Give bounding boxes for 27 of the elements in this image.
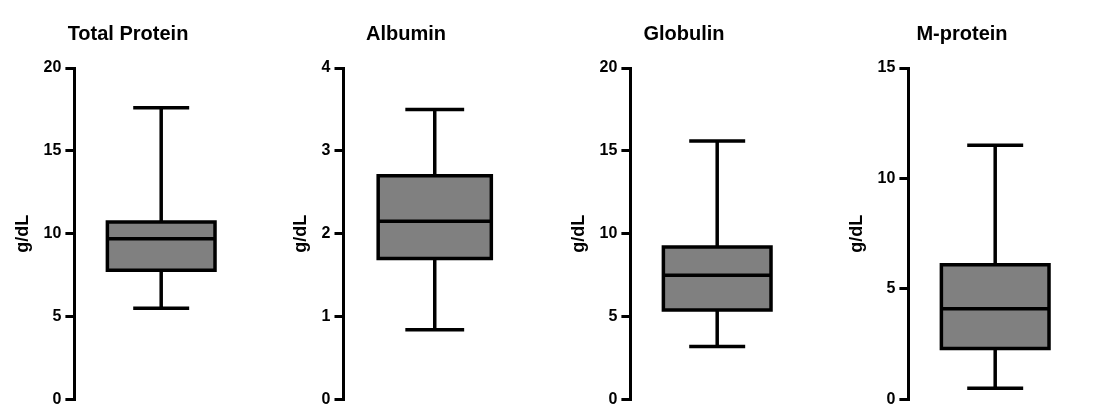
y-tick-label: 15 xyxy=(877,58,896,76)
y-axis-title: g/dL xyxy=(845,214,866,253)
y-tick-label: 0 xyxy=(321,389,331,407)
y-axis-title: g/dL xyxy=(11,214,32,253)
y-tick-label: 20 xyxy=(43,58,62,76)
y-tick-label: 5 xyxy=(52,306,62,324)
y-tick-label: 0 xyxy=(608,389,618,407)
y-tick-label: 20 xyxy=(599,58,618,76)
y-tick-label: 2 xyxy=(321,224,331,242)
y-tick-label: 15 xyxy=(43,141,62,159)
chart-title: Albumin xyxy=(366,21,446,44)
y-tick-label: 5 xyxy=(886,279,896,297)
y-tick-label: 15 xyxy=(599,141,618,159)
y-axis-title: g/dL xyxy=(289,214,310,253)
y-tick-label: 10 xyxy=(599,224,618,242)
y-tick-label: 3 xyxy=(321,141,331,159)
chart-title: M-protein xyxy=(916,21,1008,44)
y-tick-label: 5 xyxy=(608,306,618,324)
y-tick-label: 1 xyxy=(321,306,331,324)
chart-title: Globulin xyxy=(643,21,725,44)
y-tick-label: 4 xyxy=(321,58,331,76)
chart-title: Total Protein xyxy=(67,21,189,44)
y-tick-label: 10 xyxy=(877,168,896,186)
y-tick-label: 0 xyxy=(52,389,62,407)
y-tick-label: 10 xyxy=(43,224,62,242)
y-tick-label: 0 xyxy=(886,389,896,407)
y-axis-title: g/dL xyxy=(567,214,588,253)
